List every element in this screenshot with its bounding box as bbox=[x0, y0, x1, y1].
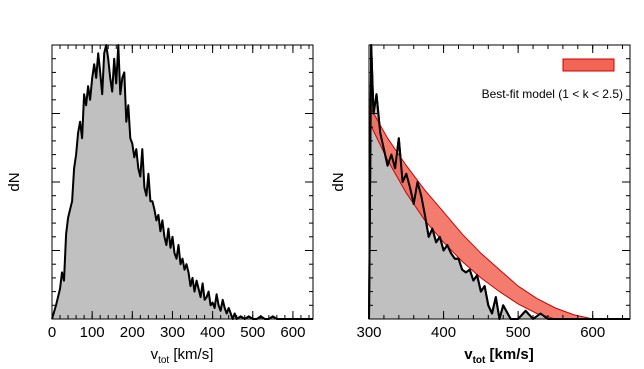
x-tick-label: 300 bbox=[160, 324, 185, 341]
x-tick-label: 100 bbox=[80, 324, 105, 341]
x-tick-label: 600 bbox=[580, 324, 605, 341]
legend-swatch bbox=[562, 58, 615, 72]
histogram-area-left bbox=[51, 44, 313, 320]
legend: Best-fit model (1 < k < 2.5) bbox=[482, 58, 623, 101]
y-axis-label-right: dN bbox=[330, 172, 347, 191]
x-axis-label-left: vtot [km/s] bbox=[151, 346, 214, 366]
x-tick-label: 600 bbox=[280, 324, 305, 341]
histogram-line-overlay bbox=[368, 44, 630, 320]
histogram-fill bbox=[369, 45, 630, 319]
histogram-line bbox=[51, 44, 313, 320]
x-tick-label: 500 bbox=[240, 324, 265, 341]
x-axis-label-right: vtot [km/s] bbox=[464, 346, 533, 366]
histogram-panel-left: 0 100 200 300 400 500 600 dN vtot [km/s] bbox=[6, 44, 314, 366]
axis-ticks-right: 300 400 500 600 bbox=[356, 44, 630, 341]
x-tick-label: 300 bbox=[356, 324, 381, 341]
x-tick-label: 200 bbox=[120, 324, 145, 341]
axis-ticks-left: 0 100 200 300 400 500 600 bbox=[48, 44, 313, 341]
legend-label: Best-fit model (1 < k < 2.5) bbox=[482, 87, 623, 101]
x-tick-label: 400 bbox=[431, 324, 456, 341]
histogram-panel-right: 300 400 500 600 dN vtot [km/s] Best-fit mod… bbox=[330, 44, 631, 366]
x-tick-label: 0 bbox=[48, 324, 56, 341]
histogram-fill bbox=[52, 45, 313, 319]
x-tick-label: 400 bbox=[200, 324, 225, 341]
x-tick-label: 500 bbox=[506, 324, 531, 341]
y-axis-label-left: dN bbox=[6, 172, 23, 191]
